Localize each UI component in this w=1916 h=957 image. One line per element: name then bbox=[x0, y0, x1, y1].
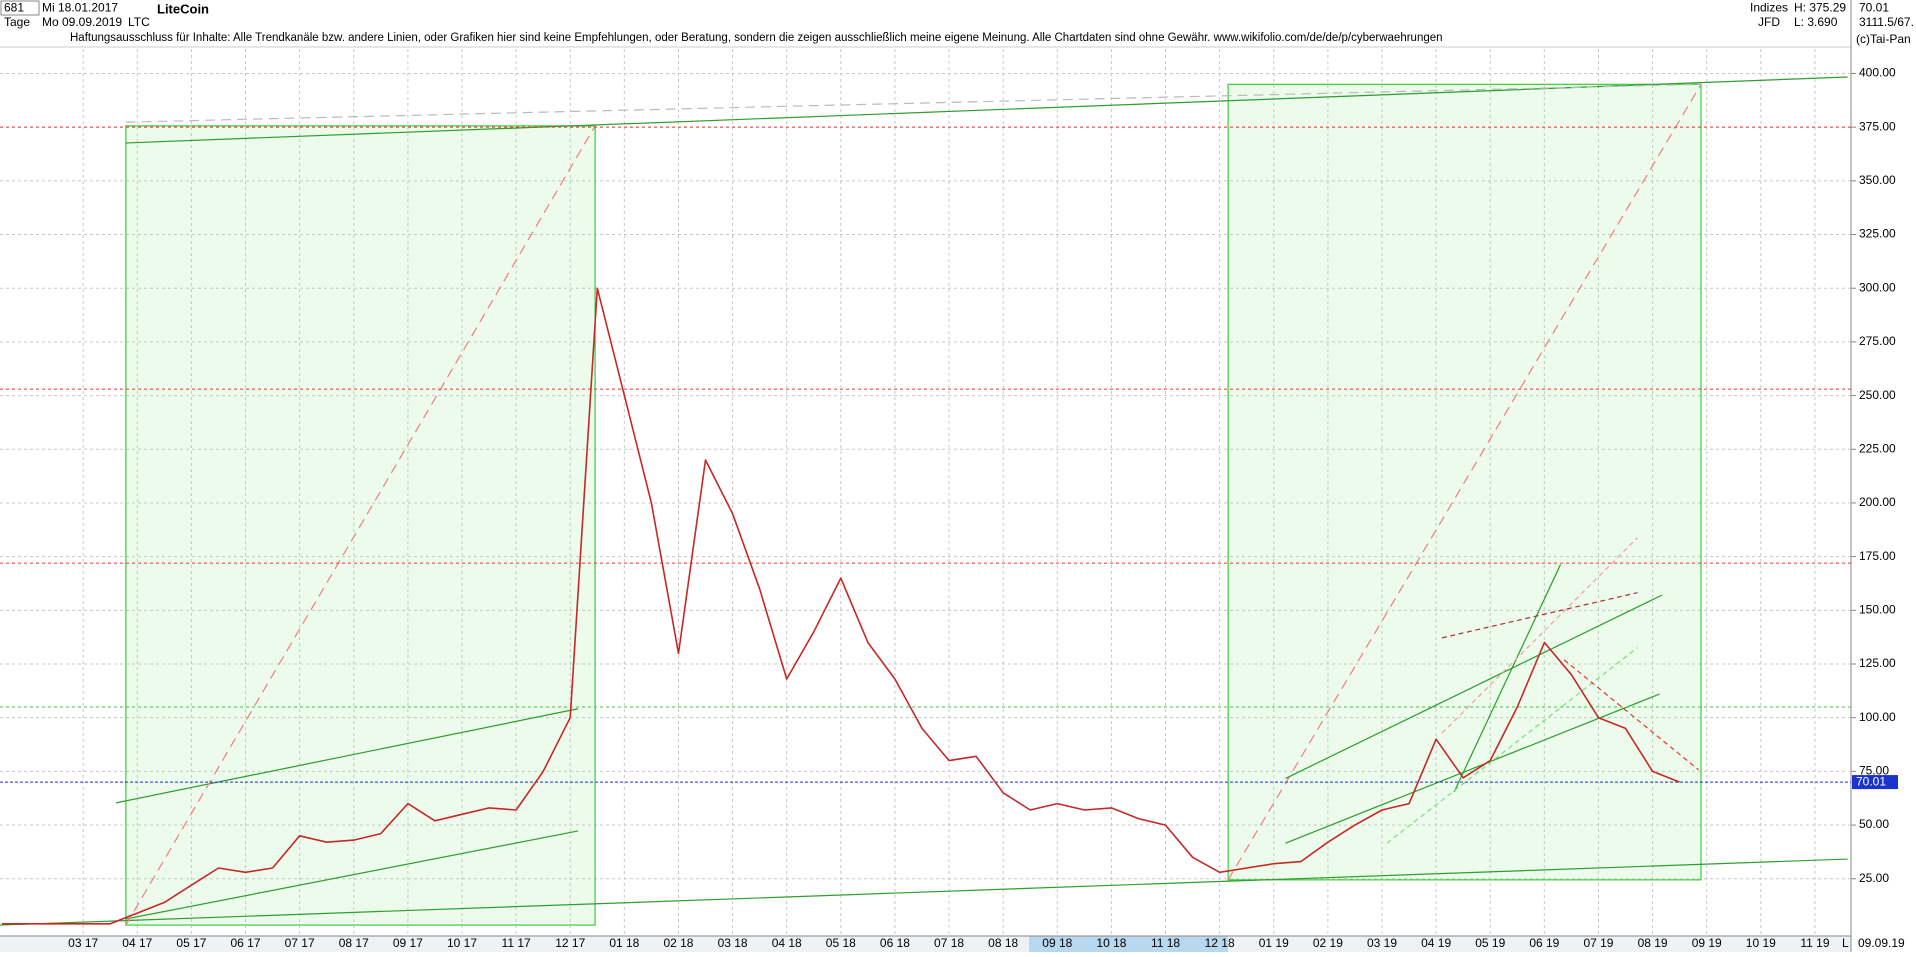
trend-line bbox=[115, 708, 579, 804]
x-tick-label: 09 19 bbox=[1692, 936, 1722, 950]
volume: 3111.5/67. bbox=[1859, 15, 1914, 29]
symbol: LTC bbox=[128, 15, 150, 29]
x-tick-label: 05 19 bbox=[1475, 936, 1505, 950]
quote: 70.01 bbox=[1859, 1, 1889, 15]
x-tick-label: 03 17 bbox=[68, 936, 98, 950]
y-tick-label: 100.00 bbox=[1859, 710, 1896, 724]
low: L: 3.690 bbox=[1794, 15, 1838, 29]
x-tick-label: 06 18 bbox=[880, 936, 910, 950]
y-tick-label: 75.00 bbox=[1859, 764, 1889, 778]
x-axis-highlight bbox=[1029, 936, 1228, 952]
y-tick-label: 300.00 bbox=[1859, 280, 1896, 294]
x-tick-label: 11 19 bbox=[1800, 936, 1829, 950]
y-tick-label: 150.00 bbox=[1859, 602, 1896, 616]
x-tick-label: 04 18 bbox=[772, 936, 802, 950]
price-line bbox=[2, 287, 1680, 925]
high: H: 375.29 bbox=[1794, 1, 1846, 15]
x-tick-label: 03 18 bbox=[718, 936, 748, 950]
y-tick-label: 275.00 bbox=[1859, 334, 1896, 348]
x-axis-band bbox=[0, 936, 1851, 952]
disclaimer: Haftungsausschluss für Inhalte: Alle Tre… bbox=[70, 32, 1443, 44]
bars-box[interactable] bbox=[0, 0, 40, 16]
x-tick-label: 04 19 bbox=[1421, 936, 1451, 950]
trend-line bbox=[1285, 594, 1663, 779]
x-tick-label: 07 19 bbox=[1583, 936, 1613, 950]
x-tick-label: 10 17 bbox=[447, 936, 477, 950]
x-tick-label: 12 17 bbox=[555, 936, 585, 950]
x-tick-label: 04 17 bbox=[122, 936, 152, 950]
x-tick-label: 02 19 bbox=[1313, 936, 1343, 950]
y-tick-label: 375.00 bbox=[1859, 119, 1896, 133]
x-tick-label: 05 17 bbox=[176, 936, 206, 950]
x-tick-label: 10 19 bbox=[1746, 936, 1776, 950]
y-tick-label: 250.00 bbox=[1859, 388, 1896, 402]
trend-line bbox=[125, 830, 579, 920]
trend-line bbox=[1563, 659, 1699, 771]
current-label: 70.01 bbox=[1856, 774, 1886, 788]
trend-line bbox=[1441, 537, 1638, 734]
chart-title: LiteCoin bbox=[157, 1, 209, 16]
x-tick-label: 07 17 bbox=[285, 936, 315, 950]
guide-line bbox=[125, 83, 1702, 123]
unit[interactable]: Tage bbox=[4, 15, 30, 29]
y-tick-label: 25.00 bbox=[1859, 871, 1889, 885]
x-tick-label: 11 17 bbox=[502, 936, 531, 950]
x-tick-label: 01 18 bbox=[609, 936, 639, 950]
trend-line bbox=[1285, 693, 1660, 844]
y-tick-label: 200.00 bbox=[1859, 495, 1896, 509]
x-tick-label: 09 18 bbox=[1042, 936, 1072, 950]
y-tick-label: 325.00 bbox=[1859, 227, 1896, 241]
trend-line bbox=[1441, 592, 1638, 639]
x-tick-label: 06 17 bbox=[231, 936, 261, 950]
grid bbox=[0, 49, 1851, 935]
scale-mode[interactable]: L bbox=[1842, 936, 1849, 950]
diagonal bbox=[125, 125, 596, 926]
x-tick-label: 09 17 bbox=[393, 936, 423, 950]
trend-line bbox=[0, 858, 1848, 926]
x-tick-label: 02 18 bbox=[663, 936, 693, 950]
copyright: (c)Tai-Pan bbox=[1856, 32, 1911, 46]
y-tick-label: 350.00 bbox=[1859, 173, 1896, 187]
diagonal bbox=[1227, 84, 1702, 881]
trend-line bbox=[1386, 647, 1638, 844]
y-tick-label: 225.00 bbox=[1859, 441, 1896, 455]
x-tick-label: 12 18 bbox=[1205, 936, 1235, 950]
current-box bbox=[1852, 775, 1898, 790]
x-tick-label: 07 18 bbox=[934, 936, 964, 950]
x-tick-label: 08 18 bbox=[988, 936, 1018, 950]
y-tick-label: 125.00 bbox=[1859, 656, 1896, 670]
x-tick-label: 10 18 bbox=[1096, 936, 1126, 950]
trend-line bbox=[1453, 564, 1562, 793]
broker: JFD bbox=[1758, 15, 1780, 29]
x-tick-label: 03 19 bbox=[1367, 936, 1397, 950]
x-tick-label: 11 18 bbox=[1151, 936, 1180, 950]
x-tick-label: 01 19 bbox=[1259, 936, 1289, 950]
bars: 681 bbox=[4, 1, 24, 15]
y-tick-label: 50.00 bbox=[1859, 817, 1889, 831]
x-tick-label: 05 18 bbox=[826, 936, 856, 950]
footer-date: 09.09.19 bbox=[1858, 936, 1905, 950]
y-tick-label: 175.00 bbox=[1859, 549, 1896, 563]
y-tick-label: 400.00 bbox=[1859, 66, 1896, 80]
start-date: Mi 18.01.2017 bbox=[42, 1, 118, 15]
x-tick-label: 08 19 bbox=[1638, 936, 1668, 950]
end-date: Mo 09.09.2019 bbox=[42, 15, 122, 29]
drawings bbox=[0, 76, 1848, 926]
x-tick-label: 08 17 bbox=[339, 936, 369, 950]
market: Indizes bbox=[1750, 1, 1788, 15]
x-tick-label: 06 19 bbox=[1529, 936, 1559, 950]
